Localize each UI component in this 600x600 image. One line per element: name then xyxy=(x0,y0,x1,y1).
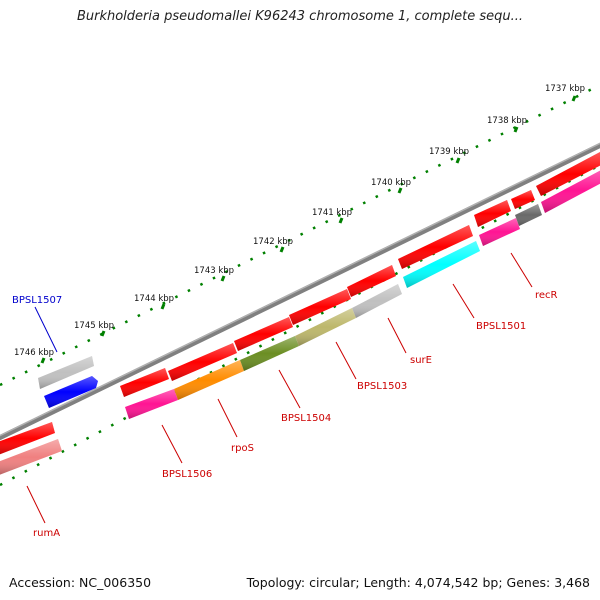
scale-label-1744: 1744 kbp xyxy=(134,294,174,304)
leader-bpsl1503 xyxy=(335,341,357,380)
gene-label-sure: surE xyxy=(410,355,432,366)
gene-label-bpsl1504: BPSL1504 xyxy=(281,413,331,424)
gene-label-bpsl1501: BPSL1501 xyxy=(476,321,526,332)
outer-major-ticks xyxy=(40,95,577,364)
scale-label-1745: 1745 kbp xyxy=(74,321,114,331)
scale-label-1740: 1740 kbp xyxy=(371,178,411,188)
gene-label-bpsl1507: BPSL1507 xyxy=(12,295,62,306)
leader-recr xyxy=(510,252,533,288)
gene-label-recr: recR xyxy=(535,290,558,301)
gene-label-bpsl1506: BPSL1506 xyxy=(162,469,212,480)
gene-label-ruma: rumA xyxy=(33,528,60,539)
inner-scale-ring xyxy=(0,163,600,487)
scale-label-1737: 1737 kbp xyxy=(545,84,585,94)
genome-summary-text: Topology: circular; Length: 4,074,542 bp… xyxy=(246,575,590,590)
scale-label-1738: 1738 kbp xyxy=(487,116,527,126)
gene-label-bpsl1503: BPSL1503 xyxy=(357,381,407,392)
colored-gene-track xyxy=(0,170,600,475)
scale-label-1743: 1743 kbp xyxy=(194,266,234,276)
leader-sure xyxy=(387,317,407,354)
map-title: Burkholderia pseudomallei K96243 chromos… xyxy=(76,9,524,24)
gene-label-rpos: rpoS xyxy=(231,443,254,454)
chromosome-backbone xyxy=(0,142,600,441)
scale-label-1742: 1742 kbp xyxy=(253,237,293,247)
leader-ruma xyxy=(26,485,46,524)
leader-bpsl1501 xyxy=(452,283,475,319)
scale-label-1739: 1739 kbp xyxy=(429,147,469,157)
scale-label-1741: 1741 kbp xyxy=(312,208,352,218)
accession-text: Accession: NC_006350 xyxy=(9,575,152,590)
leader-bpsl1504 xyxy=(278,369,301,409)
leader-bpsl1506 xyxy=(161,424,183,464)
forward-strand-genes xyxy=(0,152,600,455)
leader-rpos xyxy=(217,398,238,438)
leader-bpsl1507 xyxy=(34,306,58,353)
scale-label-1746: 1746 kbp xyxy=(14,348,54,358)
